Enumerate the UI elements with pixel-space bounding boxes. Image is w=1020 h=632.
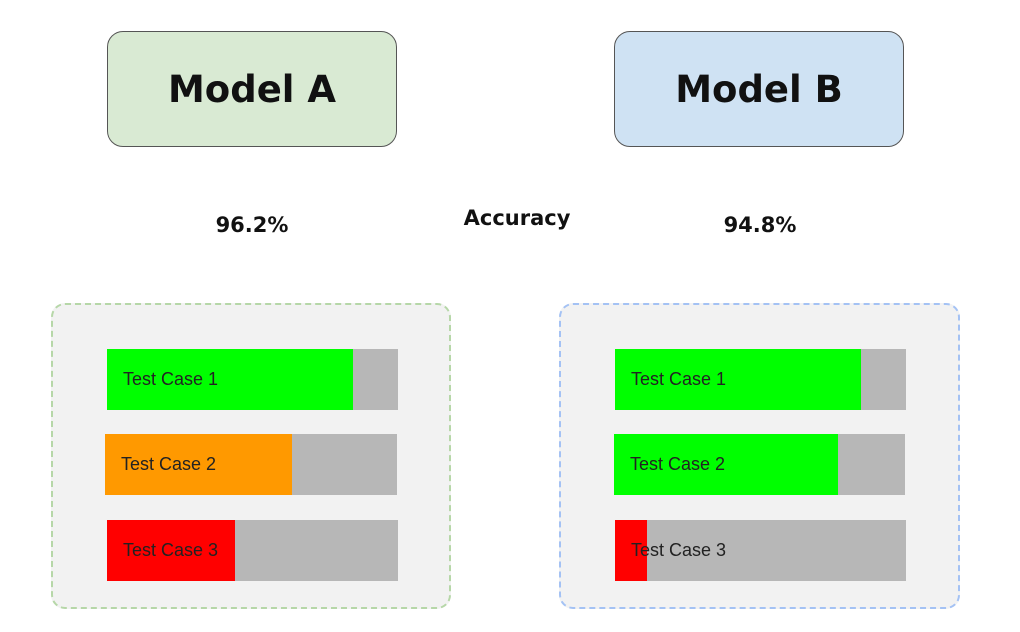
bar-label: Test Case 2 (121, 454, 217, 474)
bar-fill (614, 434, 839, 495)
model-a-title: Model A (167, 67, 337, 111)
model-b-test-case-3-bar: Test Case 3 (615, 520, 906, 581)
bar-label: Test Case 3 (123, 540, 219, 560)
model-b-title: Model B (675, 67, 843, 111)
bar-fill (107, 349, 353, 410)
model-a-test-case-3-bar: Test Case 3 (107, 520, 398, 581)
accuracy-label: Accuracy (463, 206, 571, 230)
bar-label: Test Case 1 (631, 369, 727, 389)
model-a-accuracy: 96.2% (215, 213, 289, 237)
bar-fill (105, 434, 292, 495)
bar-fill (615, 349, 861, 410)
model-b-test-case-1-bar: Test Case 1 (615, 349, 906, 410)
bar-fill (107, 520, 236, 581)
bar-label: Test Case 3 (631, 540, 727, 560)
model-b-box: Model B (614, 31, 904, 147)
model-a-test-case-2-bar: Test Case 2 (105, 434, 397, 495)
model-b-accuracy: 94.8% (723, 213, 797, 237)
model-a-box: Model A (107, 31, 397, 147)
bar-label: Test Case 1 (123, 369, 219, 389)
model-a-test-case-1-bar: Test Case 1 (107, 349, 398, 410)
model-b-test-case-2-bar: Test Case 2 (614, 434, 905, 495)
bar-label: Test Case 2 (630, 454, 726, 474)
bar-fill (615, 520, 647, 581)
